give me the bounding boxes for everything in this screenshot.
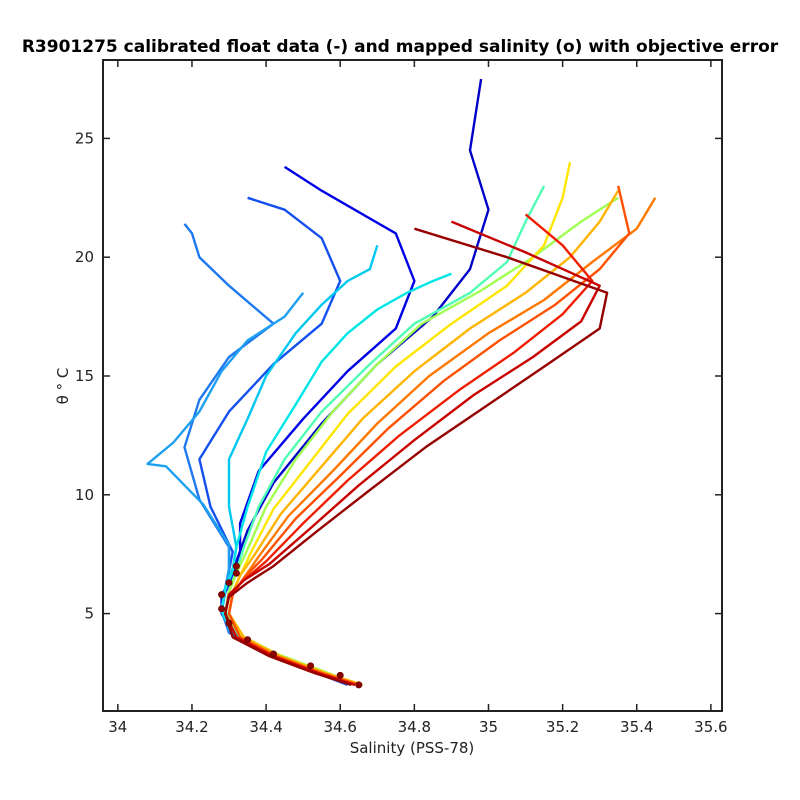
- x-tick-label: 34: [108, 718, 127, 736]
- mapped-salinity-point: [232, 569, 240, 577]
- mapped-salinity-point: [225, 579, 233, 587]
- series-line-15: [224, 220, 601, 687]
- mapped-salinity-point: [355, 681, 363, 689]
- series-line-8: [224, 185, 546, 687]
- mapped-salinity-point: [232, 562, 240, 570]
- series-line-16: [224, 227, 609, 687]
- chart-title: R3901275 calibrated float data (-) and m…: [22, 37, 779, 57]
- series-line-1: [220, 78, 490, 687]
- mapped-salinity-point: [307, 662, 315, 670]
- series-line-4: [183, 223, 352, 687]
- y-tick-label: 5: [84, 605, 94, 623]
- mapped-salinity-point: [218, 605, 226, 613]
- x-tick-label: 34.4: [249, 718, 282, 736]
- mapped-salinity-point: [225, 619, 233, 627]
- y-tick-label: 15: [75, 367, 94, 385]
- x-tick-label: 35.4: [620, 718, 653, 736]
- plot-area: [146, 78, 657, 689]
- mapped-salinity-point: [336, 671, 344, 679]
- series-line-6: [220, 244, 379, 687]
- y-tick-label: 20: [75, 248, 94, 266]
- mapped-salinity-point: [244, 636, 252, 644]
- x-tick-label: 35: [479, 718, 498, 736]
- series-line-11: [227, 190, 620, 687]
- x-tick-label: 34.8: [398, 718, 431, 736]
- y-tick-label: 25: [75, 129, 94, 147]
- mapped-salinity-point: [218, 591, 226, 599]
- x-tick-label: 35.2: [546, 718, 579, 736]
- x-tick-label: 34.2: [175, 718, 208, 736]
- x-axis-label: Salinity (PSS-78): [350, 739, 475, 757]
- y-tick-label: 10: [75, 486, 94, 504]
- series-line-13: [227, 185, 631, 687]
- mapped-salinity-point: [270, 650, 277, 658]
- x-axis: 34 34.2 34.4 34.6 34.8 35 35.2 35.4 35.6: [108, 60, 728, 736]
- y-axis: 5 10 15 20 25: [75, 129, 722, 623]
- x-tick-label: 35.6: [694, 718, 727, 736]
- x-tick-label: 34.6: [324, 718, 357, 736]
- plot-frame: [102, 59, 723, 712]
- series-line-2: [220, 165, 416, 687]
- series-line-12: [227, 197, 657, 687]
- series-line-5: [146, 292, 352, 684]
- y-axis-label: θ ° C: [54, 368, 72, 405]
